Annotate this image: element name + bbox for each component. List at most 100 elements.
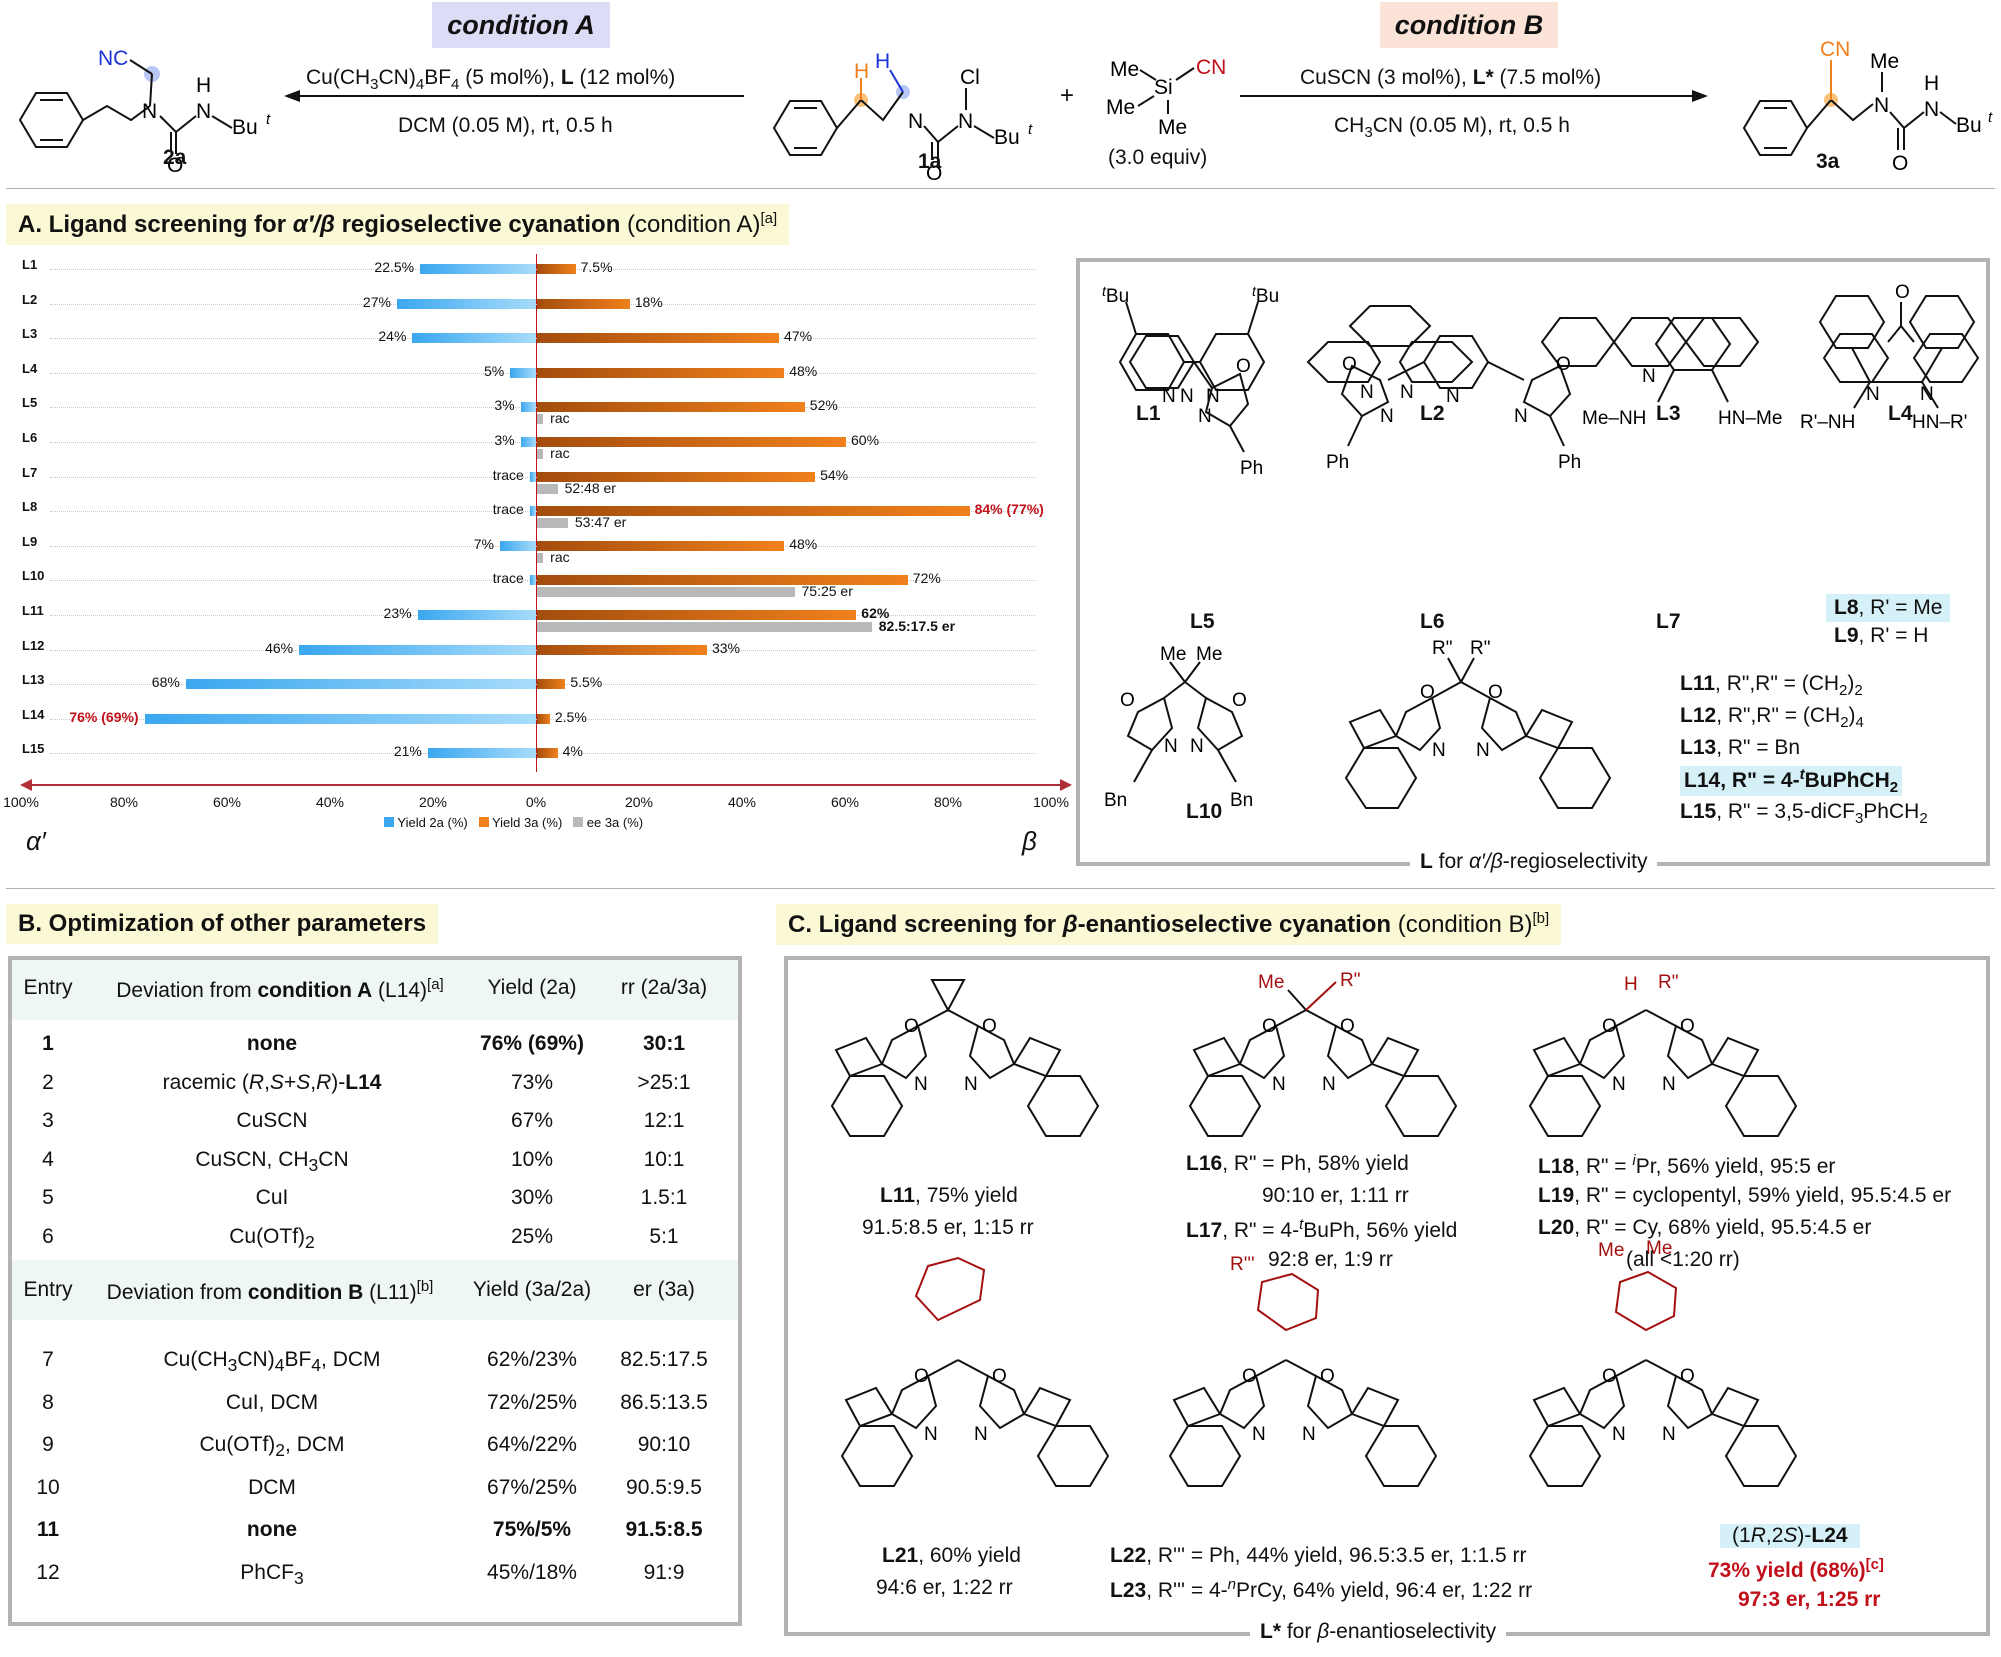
ligand-panel-c-caption: L* for β-enantioselectivity	[1250, 1620, 1507, 1644]
label-3a-L10: 72%	[912, 570, 941, 587]
label-2a-L13: 68%	[151, 674, 180, 691]
chart-legend: Yield 2a (%) Yield 3a (%) ee 3a (%)	[384, 815, 643, 830]
svg-text:N: N	[1180, 386, 1194, 407]
label-2a-L3: 24%	[378, 328, 407, 345]
table-row-deviation-6: Cu(OTf)2	[229, 1225, 315, 1253]
category-label-L12: L12	[22, 637, 45, 653]
bar-ee-L9	[537, 552, 544, 563]
svg-text:Me: Me	[1196, 644, 1222, 665]
svg-text:O: O	[1602, 1016, 1617, 1037]
ligand-c-L24-er: 97:3 er, 1:25 rr	[1738, 1588, 1881, 1611]
svg-text:N: N	[1322, 1074, 1336, 1095]
bar-ee-L10	[537, 587, 795, 598]
x-tick-9: 80%	[933, 794, 963, 810]
svg-text:tBu: tBu	[1252, 283, 1279, 307]
svg-text:t: t	[266, 111, 271, 128]
label-3a-L2: 18%	[634, 293, 663, 310]
ligand-c-L20: L20, R" = Cy, 68% yield, 95.5:4.5 er	[1538, 1216, 1872, 1239]
svg-text:N: N	[1612, 1074, 1626, 1095]
ligand-structures-c: O O N N O O N N Me R" O O N N H R" O O N N O O N N R''' O O N N Me Me	[830, 970, 1798, 1487]
svg-text:Me: Me	[1160, 644, 1186, 665]
table-row-entry-9: 9	[42, 1433, 54, 1457]
optimization-table	[8, 956, 742, 1626]
table-row-yield-1: 76% (69%)	[480, 1032, 584, 1055]
label-3a-L8: 84% (77%)	[974, 501, 1044, 518]
table-row-entry-8: 8	[42, 1390, 54, 1414]
table-row-yield-6: 25%	[510, 1225, 554, 1248]
bar-2a-L14	[144, 713, 536, 724]
bar-3a-L4	[537, 367, 785, 378]
svg-text:Ph: Ph	[1240, 458, 1263, 479]
ligand-c-L24: (1R,2S)-L24	[1720, 1524, 1860, 1548]
bar-2a-L1	[420, 264, 536, 274]
ligand-c-L24-yield: 73% yield (68%)[c]	[1708, 1556, 1884, 1582]
ligand-c-L16: L16, R" = Ph, 58% yield	[1186, 1152, 1409, 1175]
ligand-L9: L9, R' = H	[1834, 624, 1929, 647]
label-3a-L4: 48%	[789, 362, 818, 379]
row-guide-L1	[50, 269, 536, 270]
svg-text:O: O	[904, 1016, 919, 1037]
ligand-panel-a-caption: L for α′/β-regioselectivity	[1410, 850, 1658, 874]
svg-text:H: H	[875, 50, 890, 73]
svg-text:Me: Me	[1110, 58, 1139, 81]
row-guide-L6	[50, 442, 536, 443]
row-guide-right-L15	[536, 753, 1036, 755]
x-axis-arrow-right	[1060, 779, 1072, 791]
condition-b-reagents: CuSCN (3 mol%), L* (7.5 mol%)	[1300, 66, 1602, 89]
label-2a-L9: 7%	[473, 535, 494, 552]
label-2a-L5: 3%	[494, 397, 515, 414]
header-entry-a: Entry	[23, 976, 73, 999]
table-row-ratio-3: 12:1	[643, 1109, 685, 1133]
molecule-tmscn: Me Me Si Me CN	[1106, 56, 1226, 139]
svg-text:O: O	[1895, 282, 1910, 303]
label-ee-L10: 75:25 er	[801, 583, 853, 600]
table-header-a	[12, 960, 738, 1020]
svg-text:R": R"	[1340, 970, 1360, 991]
svg-text:N: N	[1920, 384, 1934, 405]
label-ee-L5: rac	[550, 410, 570, 427]
condition-a-label: condition A	[432, 2, 610, 48]
label-1a: 1a	[918, 150, 942, 173]
category-label-L7: L7	[22, 464, 38, 480]
molecule-3a: CN N Me O N H Bu t	[1742, 38, 1993, 175]
bar-3a-L3	[537, 333, 780, 344]
svg-text:N: N	[1612, 1424, 1626, 1445]
bar-ee-L6	[537, 449, 544, 459]
svg-text:Me: Me	[1258, 972, 1284, 993]
ligand-c-L11: L11, 75% yield	[880, 1184, 1018, 1207]
row-guide-L9	[50, 545, 536, 547]
header-deviation-a: Deviation from condition A (L14)[a]	[116, 976, 444, 1002]
ligand-c-L22: L22, R''' = Ph, 44% yield, 96.5:3.5 er, …	[1110, 1544, 1527, 1567]
svg-text:N: N	[1272, 1074, 1286, 1095]
table-row-yield-4: 10%	[510, 1147, 554, 1171]
label-ee-L7: 52:48 er	[564, 479, 616, 496]
category-label-L3: L3	[22, 326, 38, 342]
table-row-yield-9: 64%/22%	[487, 1433, 577, 1457]
bar-2a-L3	[412, 333, 536, 344]
label-2a-L15: 21%	[393, 743, 422, 760]
row-guide-L10	[50, 580, 536, 582]
svg-text:O: O	[1488, 682, 1503, 703]
label-2a-L1: 22.5%	[374, 259, 415, 275]
row-guide-L11	[50, 615, 536, 616]
svg-text:R'–NH: R'–NH	[1800, 412, 1855, 433]
indabox-structure	[840, 1256, 1110, 1487]
category-label-L14: L14	[22, 706, 45, 722]
svg-text:H: H	[196, 74, 211, 97]
svg-text:O: O	[992, 1366, 1007, 1387]
ligand-L7: L7	[1656, 610, 1681, 633]
svg-text:O: O	[167, 154, 183, 177]
table-row-yield-10: 67%/25%	[487, 1475, 577, 1499]
table-row-ratio-12: 91:9	[643, 1561, 685, 1584]
label-3a-L1: 7.5%	[580, 259, 613, 275]
table-row-deviation-8: CuI, DCM	[225, 1390, 319, 1414]
bar-2a-L5	[520, 402, 536, 413]
label-2a-L12: 46%	[265, 639, 294, 656]
bar-ee-L5	[537, 414, 544, 425]
svg-text:O: O	[926, 162, 942, 180]
bar-3a-L15	[537, 748, 558, 759]
row-guide-L3	[50, 338, 536, 340]
category-label-L4: L4	[22, 360, 38, 376]
table-row-entry-3: 3	[42, 1109, 54, 1133]
indabox-structure	[1528, 1009, 1798, 1137]
